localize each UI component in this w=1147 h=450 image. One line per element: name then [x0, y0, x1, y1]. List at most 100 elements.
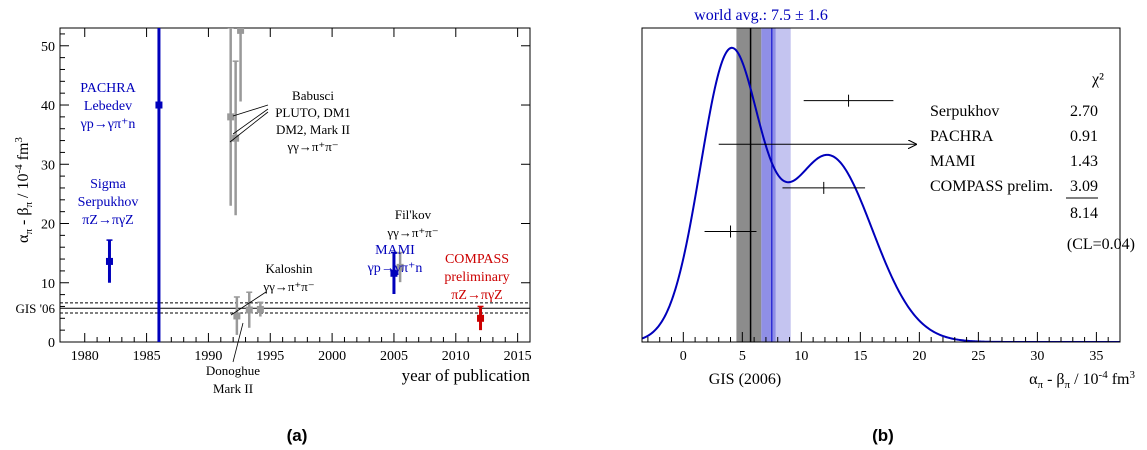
- y-tick-label-a: 30: [41, 158, 55, 173]
- svg-text:MAMI: MAMI: [375, 243, 415, 258]
- svg-text:γp→γπ⁺n: γp→γπ⁺n: [80, 117, 136, 132]
- x-tick-label-a: 2000: [318, 349, 346, 364]
- chi2-mark: [803, 94, 894, 107]
- svg-text:πZ→πγZ: πZ→πγZ: [82, 213, 133, 228]
- data-points-a: [105, 28, 485, 342]
- world-avg-title: world avg.: 7.5 ± 1.6: [694, 7, 828, 24]
- annotation-sigma: Sigma Serpukhov πZ→πγZ: [78, 177, 139, 228]
- x-tick-label-b: 20: [912, 349, 926, 364]
- point-marker: [232, 134, 240, 142]
- x-tick-label-a: 1990: [194, 349, 222, 364]
- x-tick-label-b: 30: [1030, 349, 1044, 364]
- svg-text:PLUTO, DM1: PLUTO, DM1: [275, 105, 351, 120]
- svg-text:Lebedev: Lebedev: [84, 99, 132, 114]
- band-label-a: GIS '06: [15, 301, 55, 316]
- point-marker: [477, 314, 485, 322]
- x-tick-label-a: 2010: [442, 349, 470, 364]
- chi2-mark: [782, 181, 866, 194]
- chi2-value-mami: 1.43: [1070, 153, 1098, 170]
- data-point: [396, 251, 404, 283]
- annotation-filkov: Fil'kov γγ→π⁺π⁻: [386, 207, 438, 240]
- x-tick-label-a: 2015: [504, 349, 532, 364]
- babusci-pointer-lines: [229, 104, 269, 143]
- annotation-compass: COMPASS preliminary πZ→πγZ: [444, 252, 509, 303]
- y-tick-label-a: 50: [41, 40, 55, 55]
- gis-band-a: [60, 302, 530, 314]
- chi2-table: Serpukhov 2.70 PACHRA 0.91 MAMI 1.43 COM…: [930, 103, 1135, 253]
- bands-b: [736, 28, 791, 342]
- y-tick-label-a: 0: [48, 336, 55, 351]
- panel-a: 1980 1985 1990 1995 2000 2005 2010 2015 0 10 20 30 4…: [13, 27, 532, 445]
- svg-text:preliminary: preliminary: [444, 270, 509, 285]
- annotation-kaloshin: Kaloshin γγ→π⁺π⁻: [262, 261, 314, 294]
- chi2-value-pachra: 0.91: [1070, 128, 1098, 145]
- point-marker: [256, 305, 264, 313]
- panel-label-a: (a): [287, 426, 308, 445]
- svg-text:γγ→π⁺π⁻: γγ→π⁺π⁻: [262, 279, 314, 294]
- y-tick-label-a: 20: [41, 218, 55, 233]
- data-point: [237, 28, 245, 102]
- chi2-name-mami: MAMI: [930, 153, 975, 170]
- data-point: [105, 239, 113, 283]
- data-point: [227, 28, 235, 206]
- y-tick-label-a: 40: [41, 99, 55, 114]
- x-tick-label-b: 10: [794, 349, 808, 364]
- annotation-babusci: Babusci PLUTO, DM1 DM2, Mark II γγ→π⁺π⁻: [275, 88, 351, 154]
- chi2-name-pachra: PACHRA: [930, 128, 994, 145]
- band-label-b: GIS (2006): [709, 371, 781, 388]
- svg-text:PACHRA: PACHRA: [80, 81, 136, 96]
- chi2-cl: (CL=0.04): [1067, 236, 1135, 253]
- axes-a: 1980 1985 1990 1995 2000 2005 2010 2015 0 10 20 30 4…: [41, 28, 532, 364]
- y-tick-label-a: 10: [41, 277, 55, 292]
- svg-text:Fil'kov: Fil'kov: [395, 207, 432, 222]
- x-tick-label-a: 1995: [256, 349, 284, 364]
- svg-text:Kaloshin: Kaloshin: [266, 261, 313, 276]
- y-axis-label-a: απ - βπ / 10-4 fm3: [13, 137, 35, 243]
- data-point: [232, 60, 240, 216]
- kaloshin-pointer-line: [230, 291, 267, 316]
- axes-b: 0 5 10 15 20 25 30 35: [647, 332, 1121, 364]
- data-point: [390, 251, 398, 295]
- panel-b: 0 5 10 15 20 25 30 35 world avg.: 7.5 ± 1.6 GIS…: [641, 7, 1136, 445]
- svg-text:γγ→π⁺π⁻: γγ→π⁺π⁻: [386, 225, 438, 240]
- data-point: [245, 291, 253, 328]
- x-tick-label-b: 5: [739, 349, 746, 364]
- svg-text:γγ→π⁺π⁻: γγ→π⁺π⁻: [286, 139, 338, 154]
- donoghue-pointer-line: [232, 322, 244, 363]
- svg-text:COMPASS: COMPASS: [445, 252, 509, 267]
- chi2-value-compass: 3.09: [1070, 178, 1098, 195]
- point-marker: [155, 101, 163, 109]
- data-point: [256, 301, 264, 317]
- x-tick-label-a: 2005: [380, 349, 408, 364]
- point-marker: [245, 306, 253, 314]
- svg-text:Mark II: Mark II: [213, 381, 253, 396]
- chi2-total: 8.14: [1070, 205, 1098, 222]
- data-point: [477, 305, 485, 331]
- svg-text:Serpukhov: Serpukhov: [78, 195, 139, 210]
- world-avg-band-inner: [761, 28, 776, 342]
- svg-text:DM2, Mark II: DM2, Mark II: [276, 122, 350, 137]
- svg-text:γp→γπ⁺n: γp→γπ⁺n: [367, 261, 423, 276]
- plot-frame-b: [641, 27, 1121, 343]
- annotation-mami: MAMI γp→γπ⁺n: [367, 243, 423, 276]
- x-tick-label-b: 15: [853, 349, 867, 364]
- chi2-measurement-marks: [704, 94, 916, 238]
- x-tick-label-a: 1980: [71, 349, 99, 364]
- x-tick-label-b: 25: [971, 349, 985, 364]
- point-marker: [227, 113, 235, 121]
- gis-band-b: [736, 28, 762, 342]
- chi2-header: χ²: [1091, 71, 1104, 88]
- chi2-name-compass: COMPASS prelim.: [930, 178, 1053, 195]
- data-point: [233, 296, 241, 335]
- annotation-pachra: PACHRA Lebedev γp→γπ⁺n: [80, 81, 137, 132]
- svg-text:Donoghue: Donoghue: [206, 363, 260, 378]
- point-marker: [390, 269, 398, 277]
- point-marker: [237, 28, 245, 34]
- x-axis-label-b: απ - βπ / 10-4 fm3: [1029, 369, 1135, 391]
- likelihood-curve: [642, 46, 1120, 342]
- svg-text:Babusci: Babusci: [292, 88, 334, 103]
- point-marker: [396, 263, 404, 271]
- panel-label-b: (b): [872, 426, 894, 445]
- x-axis-label-a: year of publication: [402, 366, 531, 385]
